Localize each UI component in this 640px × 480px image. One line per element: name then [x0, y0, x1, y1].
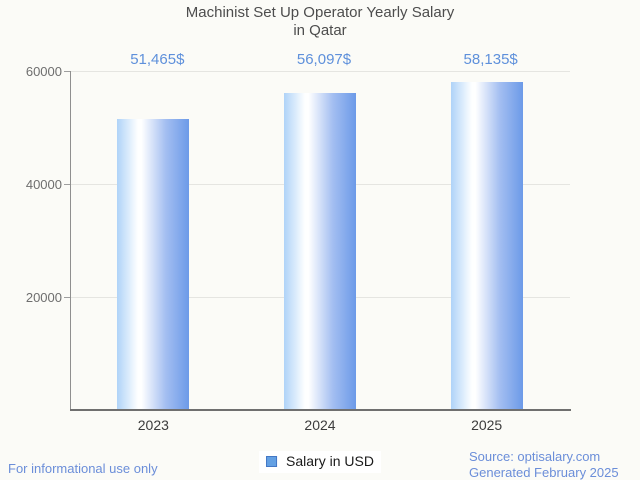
bar-2025[interactable] [450, 81, 523, 409]
y-axis-tick [64, 184, 70, 185]
chart-title: Machinist Set Up Operator Yearly Salary … [0, 4, 640, 40]
y-axis-tick [64, 297, 70, 298]
bar-value-label: 58,135$ [463, 51, 518, 68]
y-axis-line [70, 71, 71, 410]
source-link[interactable]: Source: optisalary.com [469, 449, 601, 464]
bar-2024[interactable] [284, 93, 356, 409]
y-axis-label: 60000 [25, 64, 62, 79]
chart-title-line2: in Qatar [293, 22, 347, 39]
x-axis-label: 2023 [137, 417, 169, 433]
legend-swatch-icon [266, 456, 278, 467]
gridline [70, 71, 570, 72]
bar-value-label: 56,097$ [296, 51, 352, 68]
bar-value-label: 51,465$ [130, 51, 185, 68]
y-axis-label: 40000 [25, 177, 62, 192]
bar-2023[interactable] [117, 119, 190, 409]
y-axis-tick [64, 71, 70, 72]
chart-title-line1: Machinist Set Up Operator Yearly Salary [185, 4, 455, 21]
disclaimer-note: For informational use only [8, 461, 158, 476]
x-axis-line [70, 409, 571, 411]
legend[interactable]: Salary in USD [259, 451, 381, 473]
x-axis-label: 2024 [304, 417, 336, 433]
generated-date: Generated February 2025 [469, 464, 619, 480]
legend-label: Salary in USD [286, 453, 374, 469]
source-block: Source: optisalary.com Generated Februar… [469, 449, 619, 480]
y-axis-label: 20000 [25, 290, 62, 305]
x-axis-label: 2025 [471, 417, 503, 433]
